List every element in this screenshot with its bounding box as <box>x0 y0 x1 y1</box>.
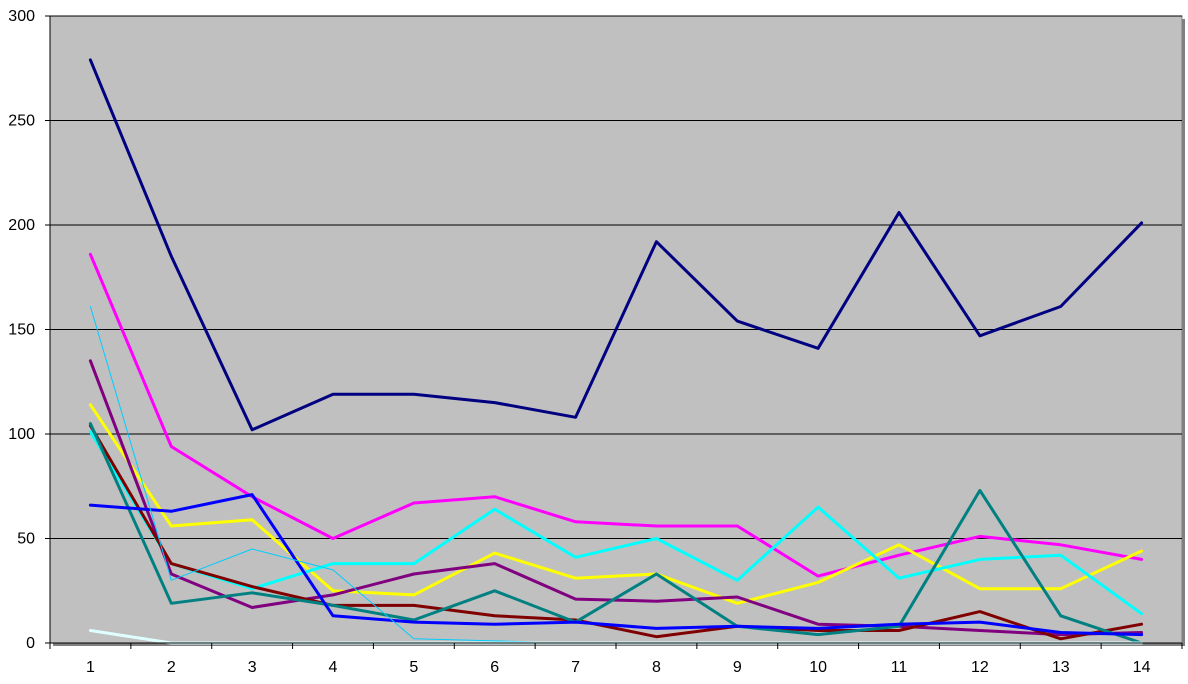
y-tick-label: 50 <box>17 531 35 548</box>
plot-area <box>49 15 1185 646</box>
x-tick-label: 10 <box>809 659 827 676</box>
x-tick-labels: 1 2 3 4 5 6 7 8 9 10 11 12 13 14 <box>86 659 1151 676</box>
x-tick-label: 5 <box>409 659 418 676</box>
x-tick-label: 6 <box>490 659 499 676</box>
y-tick-label: 250 <box>8 113 35 130</box>
series-line-2 <box>88 252 1144 578</box>
x-tick-label: 4 <box>329 659 338 676</box>
x-tick-label: 11 <box>891 659 908 676</box>
y-tick-labels: 0 50 100 150 200 250 300 <box>8 8 35 652</box>
series-line-6 <box>88 424 1144 641</box>
series-line-3 <box>88 403 1144 605</box>
y-tick-label: 200 <box>8 217 35 234</box>
series-line-4 <box>88 430 1144 616</box>
x-tick-label: 12 <box>971 659 989 676</box>
y-tick-label: 300 <box>8 8 35 25</box>
x-tick-label: 13 <box>1052 659 1070 676</box>
x-tick-label: 2 <box>167 659 176 676</box>
x-tick-label: 7 <box>571 659 580 676</box>
series-line-5 <box>88 359 1144 637</box>
axes <box>45 15 1183 649</box>
y-tick-label: 100 <box>8 426 35 443</box>
series-line-7 <box>88 422 1144 645</box>
x-tick-label: 3 <box>248 659 257 676</box>
y-tick-label: 0 <box>26 635 35 652</box>
x-tick-label: 8 <box>652 659 661 676</box>
y-tick-label: 150 <box>8 322 35 339</box>
x-tick-label: 9 <box>733 659 742 676</box>
x-tick-label: 1 <box>86 659 95 676</box>
series-line-1 <box>88 58 1144 432</box>
series-line-8 <box>88 493 1144 637</box>
x-tick-label: 14 <box>1133 659 1151 676</box>
